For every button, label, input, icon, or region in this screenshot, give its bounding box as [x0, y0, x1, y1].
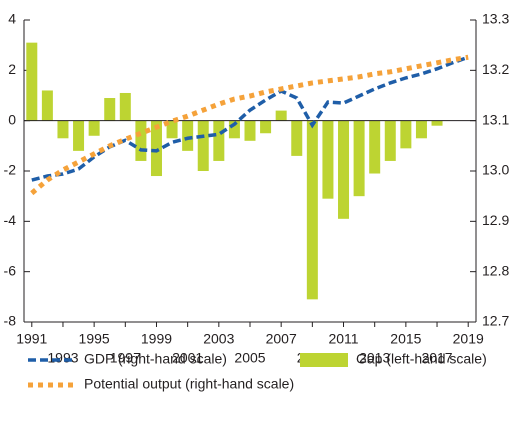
bar	[415, 120, 427, 139]
bar	[384, 120, 396, 161]
y2-tick-label: 12.7	[482, 313, 509, 329]
x-tick-label: 2017	[421, 350, 452, 366]
x-tick-label: 1993	[47, 350, 78, 366]
bar	[228, 120, 240, 139]
bar	[41, 90, 53, 121]
legend-swatch	[300, 353, 348, 367]
x-tick-label: 1991	[16, 331, 47, 347]
y-tick-label: 4	[8, 11, 16, 27]
y-tick-label: 0	[8, 111, 16, 127]
x-tick-label: 1999	[141, 331, 172, 347]
bar	[135, 120, 147, 161]
y-tick-label: -2	[4, 162, 17, 178]
y-tick-label: -8	[4, 313, 17, 329]
bar	[353, 120, 365, 197]
x-tick-label: 2015	[390, 331, 421, 347]
bar	[88, 120, 100, 136]
bar	[182, 120, 194, 151]
bar	[213, 120, 225, 161]
bar	[338, 120, 350, 219]
y2-tick-label: 13.2	[482, 61, 509, 77]
legend-label: Gap (left-hand scale)	[356, 351, 487, 367]
line	[31, 55, 469, 182]
y2-tick-label: 13.0	[482, 162, 509, 178]
x-tick-label: 2005	[234, 350, 265, 366]
bar	[197, 120, 209, 171]
x-tick-label: 2003	[203, 331, 234, 347]
x-tick-label: 2011	[328, 331, 358, 347]
bar	[150, 120, 162, 177]
x-tick-label: 2007	[266, 331, 297, 347]
bar	[57, 120, 69, 139]
bar	[275, 110, 287, 121]
bar	[431, 120, 443, 126]
bar	[244, 120, 256, 141]
y2-tick-label: 13.3	[482, 11, 509, 27]
y-tick-label: 2	[8, 61, 16, 77]
bar	[104, 98, 116, 121]
bar	[26, 42, 38, 121]
x-tick-label: 2001	[172, 350, 203, 366]
legend-label: Potential output (right-hand scale)	[84, 376, 294, 392]
bar	[291, 120, 303, 156]
x-tick-label: 1995	[79, 331, 110, 347]
bar	[73, 120, 85, 151]
line	[30, 54, 469, 196]
bar	[400, 120, 412, 149]
y2-tick-label: 12.8	[482, 262, 509, 278]
x-tick-label: 2013	[359, 350, 390, 366]
y2-tick-label: 13.1	[482, 111, 509, 127]
bar	[260, 120, 272, 134]
bar	[322, 120, 334, 199]
bar	[166, 120, 178, 139]
y2-tick-label: 12.9	[482, 212, 509, 228]
legend-label: GDP (right-hand scale)	[84, 351, 227, 367]
x-tick-label: 2019	[453, 331, 484, 347]
y-tick-label: -4	[4, 212, 17, 228]
bar	[306, 120, 318, 300]
x-tick-label: 1997	[110, 350, 141, 366]
bar	[119, 92, 131, 121]
y-tick-label: -6	[4, 262, 17, 278]
bar	[369, 120, 381, 174]
